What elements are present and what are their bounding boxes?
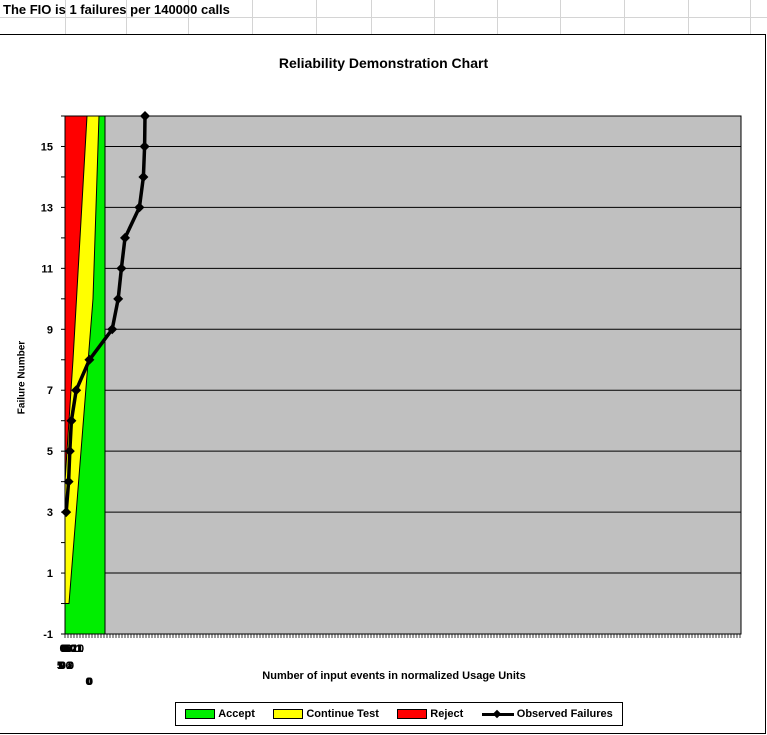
y-tick-label: 1 — [47, 568, 53, 580]
x-tick-label: 0.3.2.6. — [66, 661, 74, 669]
observed-failure-marker — [116, 263, 127, 274]
observed-failure-marker — [139, 141, 150, 152]
observed-line-swatch — [481, 710, 514, 718]
x-tick-label: 1.2.0.0 — [70, 644, 78, 652]
legend: Accept Continue Test Reject Observed Fai… — [175, 702, 623, 726]
legend-reject-label: Reject — [430, 708, 464, 720]
continue-swatch — [273, 709, 304, 719]
observed-failure-marker — [120, 232, 130, 243]
y-tick-label: 5 — [47, 446, 53, 458]
observed-failure-marker — [71, 385, 82, 396]
plot-area: -1135791113150.0.0.00.2.5.31.2.0.00.1.1.… — [41, 111, 742, 685]
y-tick-label: 7 — [47, 385, 53, 397]
observed-failure-marker — [140, 111, 150, 121]
observed-failure-marker — [107, 324, 118, 335]
y-tick-label: 11 — [41, 263, 53, 275]
legend-accept-label: Accept — [218, 708, 255, 720]
y-tick-label: -1 — [43, 629, 53, 641]
reject-boundary — [64, 115, 88, 482]
observed-failure-marker — [61, 507, 72, 518]
y-tick-label: 13 — [41, 202, 53, 214]
legend-observed-label: Observed Failures — [516, 708, 613, 720]
accept-swatch — [185, 709, 216, 719]
y-tick-label: 3 — [47, 507, 53, 519]
x-tick-label: 0.0.0.1.5. — [57, 661, 66, 669]
x-tick-label: 0.2.5.3 — [64, 644, 72, 652]
observed-failure-marker — [113, 293, 124, 304]
x-tick-label: 0.1.1.1 — [76, 644, 84, 652]
observed-failure-marker — [63, 476, 74, 487]
observed-failure-marker — [84, 354, 95, 365]
legend-item-reject: Reject — [397, 708, 463, 720]
x-axis-label: Number of input events in normalized Usa… — [262, 670, 526, 682]
chart-title: Reliability Demonstration Chart — [278, 55, 489, 71]
observed-failures-line — [64, 115, 147, 513]
observed-failure-marker — [66, 415, 77, 426]
x-tick-label: 0.0.0 — [85, 677, 93, 685]
observed-failure-marker — [64, 446, 75, 457]
legend-item-continue: Continue Test — [273, 708, 379, 720]
observed-failure-marker — [134, 202, 145, 213]
legend-continue-label: Continue Test — [306, 708, 379, 720]
fio-banner: The FIO is 1 failures per 140000 calls — [3, 2, 230, 17]
y-tick-label: 9 — [47, 324, 53, 336]
plot-background — [65, 116, 741, 634]
plot-border — [64, 115, 742, 635]
accept-boundary — [65, 115, 100, 605]
y-tick-label: 15 — [41, 141, 53, 153]
legend-item-observed: Observed Failures — [481, 708, 613, 720]
spreadsheet-grid — [0, 0, 767, 34]
legend-item-accept: Accept — [185, 708, 255, 720]
reject-swatch — [397, 709, 428, 719]
x-tick-label: 0.0.0.0 — [60, 644, 68, 652]
observed-failure-marker — [138, 171, 149, 182]
